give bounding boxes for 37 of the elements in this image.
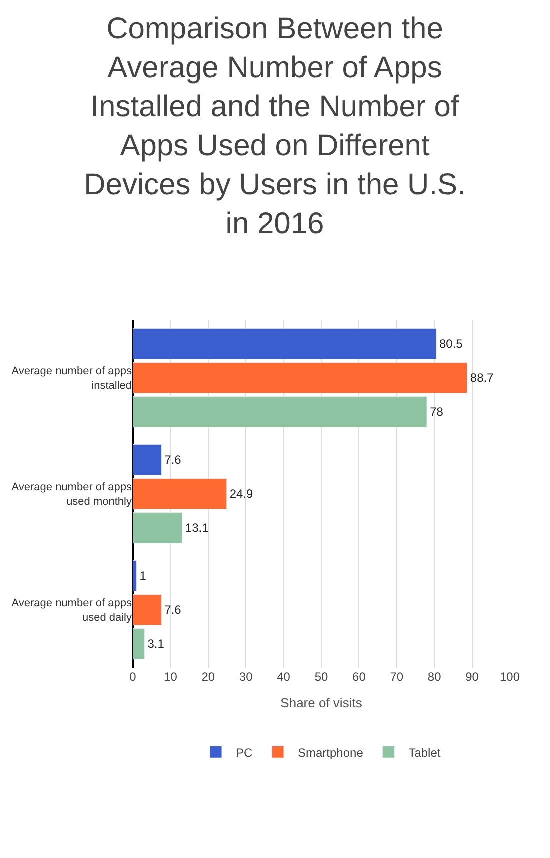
x-tick-label: 80 bbox=[428, 670, 442, 684]
bar bbox=[133, 396, 428, 428]
chart-title: Comparison Between the Average Number of Apps Installed and the Number of Apps Used on Different Devices by Users in the U.S. in 2016 bbox=[84, 12, 466, 241]
data-label: 24.9 bbox=[230, 487, 254, 501]
x-tick-label: 0 bbox=[130, 670, 137, 684]
bar bbox=[133, 628, 145, 660]
bar bbox=[133, 512, 183, 544]
x-tick-label: 50 bbox=[314, 670, 328, 684]
bar bbox=[133, 560, 138, 592]
data-label: 7.6 bbox=[164, 603, 182, 617]
x-tick-label: 90 bbox=[466, 670, 480, 684]
y-tick-label: Average number of apps used daily bbox=[12, 598, 132, 624]
x-tick-label: 20 bbox=[202, 670, 216, 684]
x-tick-label: 30 bbox=[239, 670, 254, 684]
x-tick-label: 10 bbox=[164, 670, 178, 684]
bar bbox=[133, 478, 228, 510]
data-label: 3.1 bbox=[148, 637, 165, 652]
bar bbox=[133, 362, 468, 394]
legend-label: Tablet bbox=[408, 746, 442, 760]
x-tick-label: 40 bbox=[277, 670, 291, 684]
bar bbox=[133, 594, 162, 626]
data-label: 7.6 bbox=[164, 452, 182, 467]
bar bbox=[133, 444, 162, 476]
data-label: 88.7 bbox=[470, 371, 494, 385]
legend-label: Smartphone bbox=[298, 746, 364, 760]
y-tick-label: Average number of apps used monthly bbox=[12, 482, 132, 508]
data-label: 13.1 bbox=[185, 521, 210, 536]
data-label: 80.5 bbox=[439, 336, 464, 351]
bar bbox=[133, 328, 437, 360]
x-tick-label: 100 bbox=[500, 670, 520, 684]
data-label: 78 bbox=[430, 405, 444, 420]
x-tick-label: 70 bbox=[390, 670, 404, 684]
y-tick-label: Average number of apps installed bbox=[12, 366, 132, 392]
legend-label: PC bbox=[236, 746, 254, 760]
x-tick-label: 60 bbox=[352, 670, 366, 684]
x-axis-title: Share of visits bbox=[280, 696, 363, 711]
data-label: 1 bbox=[140, 568, 147, 583]
